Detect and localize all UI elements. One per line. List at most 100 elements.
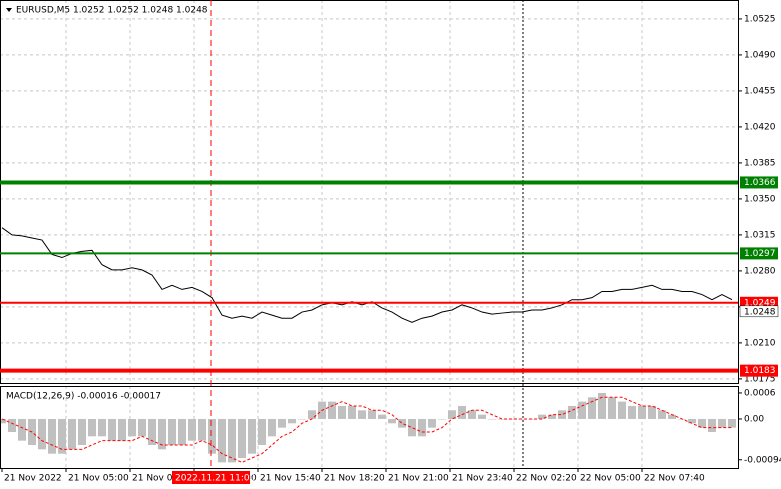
macd-bar bbox=[538, 414, 546, 419]
macd-bar bbox=[338, 405, 346, 419]
macd-bar bbox=[488, 418, 496, 420]
macd-bar bbox=[308, 410, 316, 419]
macd-bar bbox=[58, 418, 66, 454]
level-label: 1.0366 bbox=[744, 178, 776, 188]
macd-bar bbox=[278, 418, 286, 428]
macd-bar bbox=[238, 418, 246, 459]
macd-bar bbox=[458, 405, 466, 419]
macd-bar bbox=[98, 418, 106, 437]
macd-bar bbox=[378, 414, 386, 419]
y-tick-label: 1.0280 bbox=[744, 266, 776, 276]
macd-bar bbox=[198, 418, 206, 441]
macd-bar bbox=[568, 405, 576, 419]
x-tick-label: 22 Nov 07:40 bbox=[644, 474, 705, 484]
y-tick-label: 1.0455 bbox=[744, 86, 776, 96]
macd-bar bbox=[398, 418, 406, 428]
macd-bar bbox=[18, 418, 26, 441]
macd-frame bbox=[0, 386, 739, 469]
macd-bar bbox=[468, 410, 476, 419]
y-tick-label: 1.0490 bbox=[744, 50, 776, 60]
macd-bar bbox=[418, 418, 426, 437]
macd-bar bbox=[698, 418, 706, 428]
x-tick-label: 21 Nov 2022 bbox=[4, 474, 62, 484]
cursor-label: 2022.11.21 11:00 bbox=[175, 474, 256, 484]
macd-bar bbox=[438, 418, 446, 420]
signal-line bbox=[1, 396, 732, 463]
macd-bar bbox=[258, 418, 266, 446]
cursor-label-box bbox=[172, 471, 250, 484]
level-label: 1.0183 bbox=[744, 366, 776, 376]
macd-bar bbox=[38, 418, 46, 450]
macd-bar bbox=[288, 418, 296, 424]
macd-bar bbox=[298, 418, 306, 420]
macd-bar bbox=[348, 405, 356, 419]
macd-bar bbox=[608, 397, 616, 419]
macd-bar bbox=[158, 418, 166, 450]
level-label-box bbox=[740, 176, 778, 189]
level-label-box bbox=[740, 364, 778, 377]
macd-bar bbox=[728, 418, 736, 428]
macd-bar bbox=[188, 418, 196, 441]
macd-bar bbox=[148, 418, 156, 446]
macd-bar bbox=[248, 418, 256, 454]
y-tick-label: 1.0525 bbox=[744, 14, 776, 24]
y-tick-label: 0.0006 bbox=[744, 388, 776, 398]
macd-bar bbox=[598, 392, 606, 419]
macd-bar bbox=[368, 410, 376, 419]
price-title: EURUSD,M5 1.0252 1.0252 1.0248 1.0248 bbox=[16, 6, 208, 16]
macd-title: MACD(12,26,9) -0.00016 -0.00017 bbox=[6, 392, 161, 402]
macd-bar bbox=[578, 401, 586, 419]
macd-bar bbox=[668, 414, 676, 419]
x-tick-label: 21 Nov 18:20 bbox=[324, 474, 385, 484]
menu-triangle[interactable] bbox=[6, 8, 12, 12]
macd-bar bbox=[48, 418, 56, 454]
y-tick-label: 1.0315 bbox=[744, 230, 776, 240]
macd-bar bbox=[128, 418, 136, 437]
level-label-box bbox=[740, 247, 778, 260]
y-tick-label: -0.00094 bbox=[744, 455, 781, 465]
macd-bar bbox=[638, 405, 646, 419]
level-label: 1.0249 bbox=[744, 298, 776, 308]
macd-bar bbox=[218, 418, 226, 463]
macd-bar bbox=[548, 414, 556, 419]
macd-bar bbox=[478, 414, 486, 419]
last-price-box bbox=[739, 305, 779, 318]
macd-bar bbox=[688, 418, 696, 424]
y-tick-label: 1.0175 bbox=[744, 374, 776, 384]
macd-bar bbox=[78, 418, 86, 446]
macd-bar bbox=[228, 418, 236, 463]
macd-bar bbox=[558, 410, 566, 419]
macd-bar bbox=[0, 418, 6, 424]
macd-bar bbox=[648, 405, 656, 419]
y-tick-label: 0.00 bbox=[744, 414, 764, 424]
x-tick-label: 22 Nov 05:00 bbox=[580, 474, 641, 484]
x-tick-label: 21 Nov 23:40 bbox=[452, 474, 513, 484]
x-tick-label: 21 Nov 08:20 bbox=[132, 474, 193, 484]
y-tick-label: 1.0385 bbox=[744, 158, 776, 168]
level-label: 1.0297 bbox=[744, 249, 776, 259]
macd-bar bbox=[428, 418, 436, 428]
price-frame bbox=[0, 0, 739, 384]
last-price-label: 1.0248 bbox=[744, 307, 776, 317]
macd-bar bbox=[268, 418, 276, 437]
y-tick-label: 1.0210 bbox=[744, 338, 776, 348]
plot-layer bbox=[0, 0, 738, 472]
macd-bar bbox=[168, 418, 176, 446]
y-tick-label: 1.0350 bbox=[744, 194, 776, 204]
macd-bar bbox=[448, 410, 456, 419]
x-tick-label: 21 Nov 21:00 bbox=[388, 474, 449, 484]
x-tick-label: 22 Nov 02:20 bbox=[516, 474, 577, 484]
macd-bar bbox=[388, 418, 396, 424]
macd-bar bbox=[138, 418, 146, 437]
macd-bar bbox=[618, 401, 626, 419]
macd-bar bbox=[88, 418, 96, 437]
macd-bar bbox=[588, 397, 596, 419]
x-tick-label: 21 Nov 15:40 bbox=[260, 474, 321, 484]
y-tick-label: 1.0420 bbox=[744, 122, 776, 132]
macd-bar bbox=[358, 410, 366, 419]
macd-bar bbox=[408, 418, 416, 437]
macd-bar bbox=[108, 418, 116, 441]
macd-bar bbox=[658, 410, 666, 419]
